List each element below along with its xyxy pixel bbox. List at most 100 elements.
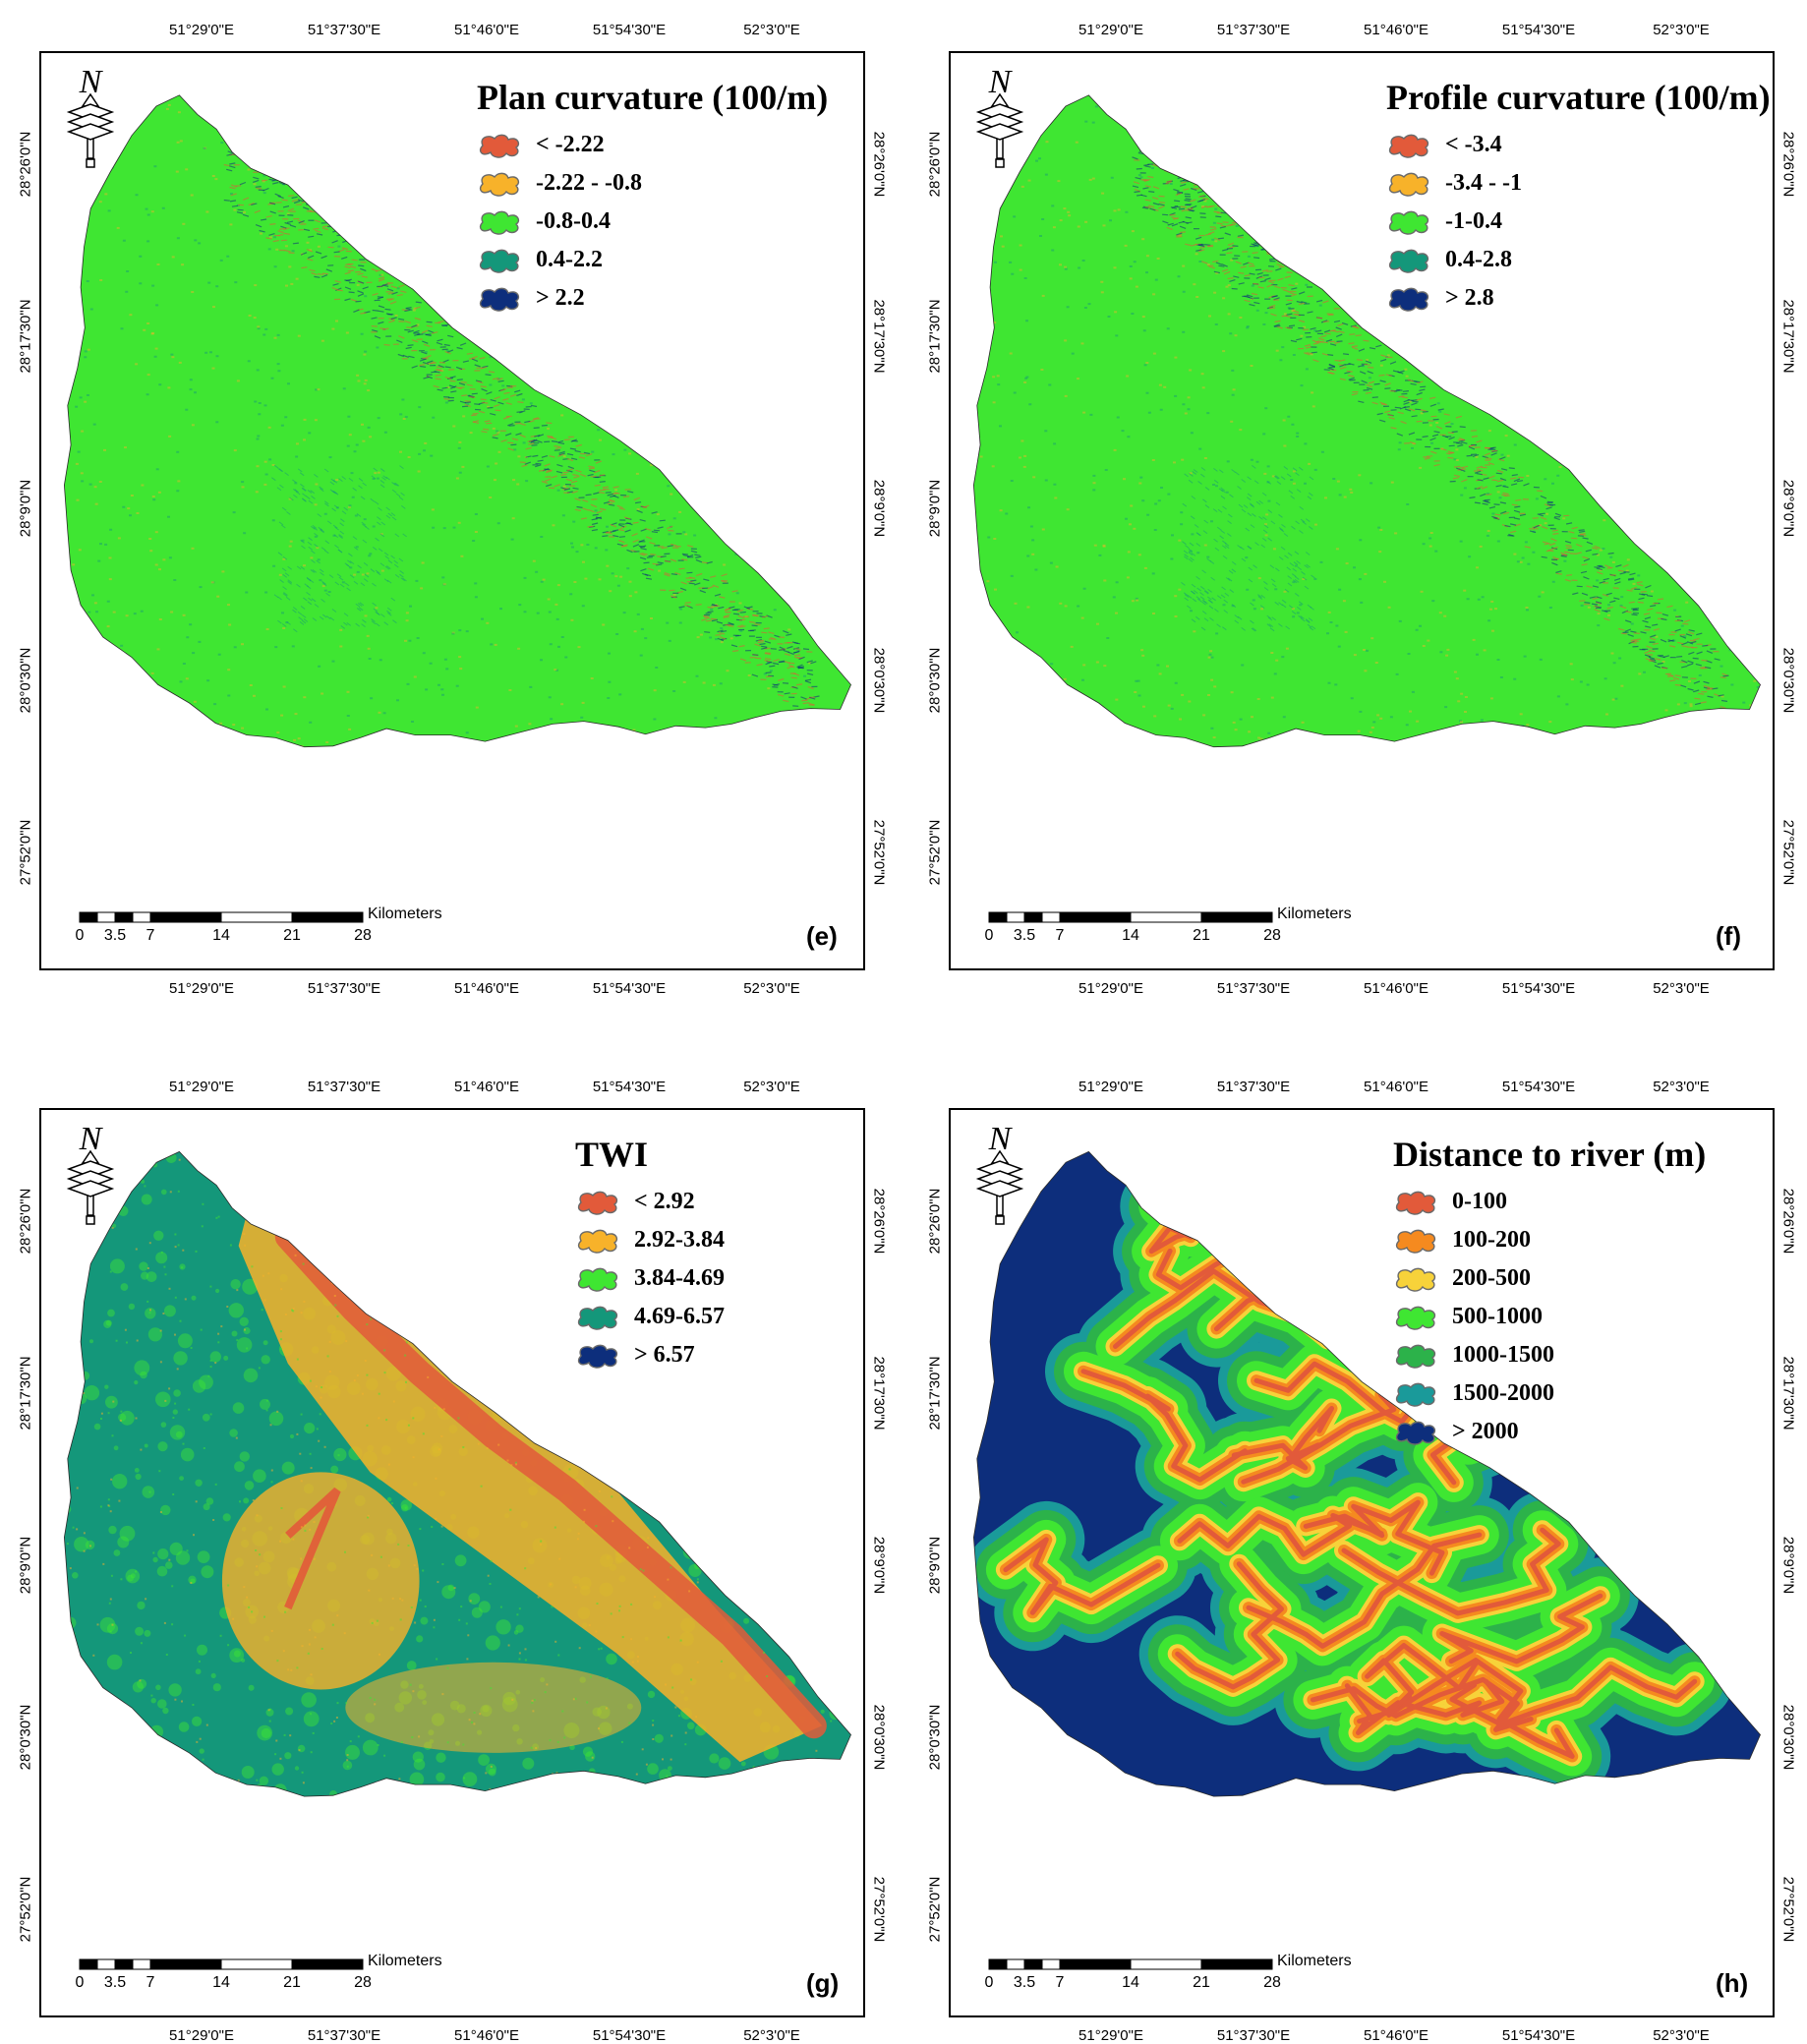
lon-tick-label: 51°46'0"E (454, 1079, 519, 1095)
legend-item: 1000-1500 (1393, 1336, 1706, 1374)
lat-tick-label: 28°17'30"N (927, 1356, 944, 1430)
legend-label: < 2.92 (634, 1189, 695, 1215)
panel-letter: (g) (806, 1968, 839, 1999)
lon-tick-label: 51°29'0"E (169, 2027, 234, 2044)
scale-bar (79, 1958, 374, 1970)
legend-swatch-icon (1393, 1189, 1438, 1216)
lat-tick-label: 28°26'0"N (927, 132, 944, 198)
legend-swatch-icon (1386, 208, 1431, 236)
legend-item: -3.4 - -1 (1386, 164, 1771, 203)
lat-tick-label: 28°17'30"N (871, 299, 888, 373)
legend-swatch-icon (575, 1342, 620, 1370)
lon-tick-label: 51°29'0"E (1078, 980, 1143, 997)
lon-tick-label: 51°46'0"E (1364, 1079, 1428, 1095)
lon-tick-label: 51°54'30"E (1502, 2027, 1575, 2044)
north-arrow-icon: N (61, 1122, 120, 1230)
legend-item: 200-500 (1393, 1259, 1706, 1298)
legend-title: TWI (575, 1134, 725, 1175)
legend-label: 3.84-4.69 (634, 1265, 725, 1292)
lon-tick-label: 51°54'30"E (593, 980, 666, 997)
lon-tick-label: 51°37'30"E (1217, 2027, 1290, 2044)
scale-unit: Kilometers (1277, 905, 1352, 923)
legend-swatch-icon (1386, 132, 1431, 159)
legend-label: 200-500 (1452, 1265, 1531, 1292)
lat-tick-label: 28°0'30"N (18, 1705, 34, 1771)
panel-letter: (e) (806, 921, 838, 952)
lon-tick-label: 51°29'0"E (169, 980, 234, 997)
lon-tick-label: 51°54'30"E (593, 22, 666, 38)
legend-label: 1500-2000 (1452, 1380, 1554, 1407)
legend-label: 2.92-3.84 (634, 1227, 725, 1254)
lat-tick-label: 27°52'0"N (18, 1877, 34, 1943)
legend-item: < 2.92 (575, 1183, 725, 1221)
lat-tick-label: 27°52'0"N (927, 1877, 944, 1943)
legend-label: < -2.22 (536, 132, 605, 158)
legend-label: 0-100 (1452, 1189, 1507, 1215)
panel-letter: (h) (1716, 1968, 1748, 1999)
legend-label: -0.8-0.4 (536, 208, 611, 235)
lon-tick-label: 52°3'0"E (1653, 2027, 1710, 2044)
lat-tick-label: 28°17'30"N (1780, 299, 1797, 373)
lon-tick-label: 51°54'30"E (1502, 22, 1575, 38)
lat-tick-label: 27°52'0"N (1780, 1877, 1797, 1943)
legend-swatch-icon (1386, 285, 1431, 313)
scale-label: 28 (1263, 927, 1281, 945)
lon-tick-label: 52°3'0"E (743, 980, 800, 997)
north-arrow-icon: N (970, 1122, 1029, 1230)
scale-label: 21 (1193, 1974, 1210, 1992)
legend-swatch-icon (1393, 1419, 1438, 1446)
scale-label: 21 (283, 1974, 301, 1992)
lon-tick-label: 51°37'30"E (1217, 22, 1290, 38)
scale-label: 3.5 (1014, 1974, 1035, 1992)
legend-item: 0-100 (1393, 1183, 1706, 1221)
legend-label: -1-0.4 (1445, 208, 1502, 235)
scale-label: 14 (1122, 927, 1139, 945)
legend-swatch-icon (1393, 1342, 1438, 1370)
legend-item: -1-0.4 (1386, 203, 1771, 241)
lat-tick-label: 28°0'30"N (871, 1705, 888, 1771)
lat-tick-label: 28°0'30"N (1780, 1705, 1797, 1771)
scale-label: 14 (212, 927, 230, 945)
legend-label: 1000-1500 (1452, 1342, 1554, 1369)
legend-label: -2.22 - -0.8 (536, 170, 642, 197)
scale-unit: Kilometers (1277, 1953, 1352, 1970)
lon-tick-label: 52°3'0"E (1653, 980, 1710, 997)
scale-bar (988, 911, 1283, 923)
legend-f: Profile curvature (100/m)< -3.4-3.4 - -1… (1386, 77, 1771, 318)
legend-label: > 2.8 (1445, 285, 1494, 312)
lon-tick-label: 51°37'30"E (308, 1079, 380, 1095)
scale-label: 14 (1122, 1974, 1139, 1992)
scale-bar (79, 911, 374, 923)
legend-swatch-icon (575, 1189, 620, 1216)
legend-item: > 2.2 (477, 279, 828, 318)
lat-tick-label: 28°9'0"N (18, 480, 34, 537)
lat-tick-label: 28°17'30"N (1780, 1356, 1797, 1430)
legend-swatch-icon (1393, 1304, 1438, 1331)
lat-tick-label: 27°52'0"N (18, 820, 34, 886)
legend-item: -2.22 - -0.8 (477, 164, 828, 203)
scale-label: 7 (146, 927, 155, 945)
lon-tick-label: 52°3'0"E (743, 1079, 800, 1095)
lon-tick-label: 51°37'30"E (308, 22, 380, 38)
lat-tick-label: 28°17'30"N (18, 1356, 34, 1430)
scale-label: 7 (1056, 927, 1065, 945)
lat-tick-label: 28°26'0"N (1780, 132, 1797, 198)
legend-title: Distance to river (m) (1393, 1134, 1706, 1175)
scale-label: 28 (354, 1974, 372, 1992)
legend-swatch-icon (1393, 1380, 1438, 1408)
scale-label: 21 (1193, 927, 1210, 945)
lat-tick-label: 27°52'0"N (927, 820, 944, 886)
lon-tick-label: 51°46'0"E (1364, 22, 1428, 38)
lon-tick-label: 51°29'0"E (169, 1079, 234, 1095)
lon-tick-label: 51°54'30"E (1502, 980, 1575, 997)
scale-label: 3.5 (104, 927, 126, 945)
north-arrow-icon: N (61, 65, 120, 173)
scale-label: 0 (985, 927, 994, 945)
scale-label: 0 (985, 1974, 994, 1992)
legend-item: -0.8-0.4 (477, 203, 828, 241)
lon-tick-label: 51°29'0"E (1078, 1079, 1143, 1095)
scale-label: 28 (1263, 1974, 1281, 1992)
lat-tick-label: 28°0'30"N (18, 648, 34, 714)
scale-bar (988, 1958, 1283, 1970)
legend-label: < -3.4 (1445, 132, 1502, 158)
